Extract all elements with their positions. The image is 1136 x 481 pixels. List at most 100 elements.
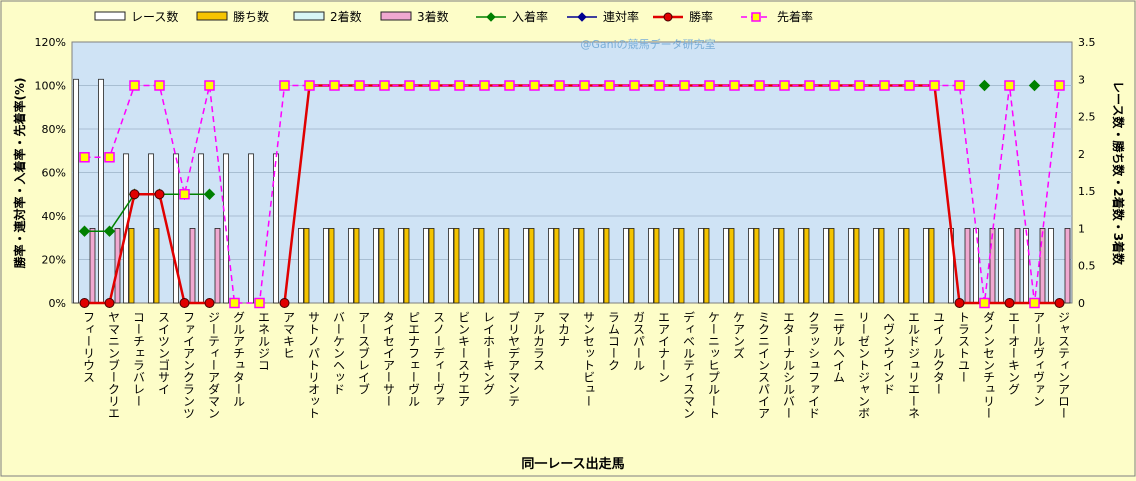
bar-レース数 (823, 228, 829, 304)
point-勝率 (1054, 298, 1065, 308)
bar-レース数 (148, 153, 154, 304)
point-先着率 (804, 80, 815, 91)
bar-勝ち数 (328, 228, 335, 304)
point-入着率 (78, 225, 91, 237)
point-先着率 (79, 152, 90, 163)
legend-marker-先着率 (751, 12, 761, 22)
bar-レース数 (423, 228, 429, 304)
point-先着率 (154, 80, 165, 91)
left-tick-label: 80% (42, 123, 66, 136)
point-先着率 (679, 80, 690, 91)
x-tick-label: アールヴィヴァン (1032, 311, 1046, 407)
point-勝率 (954, 298, 965, 308)
bar-勝ち数 (728, 228, 735, 304)
point-先着率 (229, 297, 240, 309)
bar-勝ち数 (378, 228, 385, 304)
legend-label: 入着率 (512, 9, 548, 24)
bar-勝ち数 (128, 228, 135, 304)
x-axis-title: 同一レース出走馬 (521, 456, 624, 472)
point-先着率 (704, 80, 715, 91)
x-tick-label: ガスパール (632, 311, 646, 371)
x-tick-label: スノーディーヴァ (432, 311, 446, 407)
point-入着率 (203, 188, 216, 200)
point-先着率 (479, 80, 490, 91)
x-tick-label: エネルジコ (257, 311, 271, 371)
point-先着率 (204, 80, 215, 91)
right-axis-label: レース数・勝ち数・2着数・3着数 (1111, 81, 1126, 266)
lines (78, 79, 1065, 309)
x-tick-label: ビンキースウエア (457, 311, 471, 407)
point-先着率 (779, 80, 790, 91)
point-勝率 (129, 189, 140, 200)
legend-swatch-勝ち数 (196, 11, 228, 21)
point-先着率 (279, 80, 290, 91)
x-tick-label: グルアチュタール (232, 311, 246, 407)
bar-勝ち数 (828, 228, 835, 304)
x-tick-label: コーチェラバレー (132, 311, 146, 407)
x-tick-label: ヘヴンウインド (882, 311, 896, 395)
watermark: @Ganiの競馬データ研究室 (580, 37, 715, 51)
bar-勝ち数 (878, 228, 885, 304)
bar-勝ち数 (928, 228, 935, 304)
point-先着率 (579, 80, 590, 91)
point-先着率 (879, 80, 890, 91)
x-tick-label: サトノパトリオット (307, 311, 321, 419)
left-tick-label: 100% (35, 80, 66, 93)
x-tick-label: ニザルヘイム (832, 311, 846, 383)
point-先着率 (104, 152, 115, 163)
bar-レース数 (773, 228, 779, 304)
bar-勝ち数 (603, 228, 610, 304)
legend-marker-勝率 (663, 12, 673, 22)
x-tick-label: アルカラス (532, 311, 546, 371)
bar-レース数 (548, 228, 554, 304)
bar-3着数 (89, 228, 96, 304)
x-tick-label: エルドジュリエーネ (907, 311, 921, 419)
bar-レース数 (698, 228, 704, 304)
bar-勝ち数 (778, 228, 785, 304)
point-入着率 (1028, 79, 1041, 92)
bar-レース数 (398, 228, 404, 304)
legend-label: 2着数 (330, 9, 362, 24)
point-勝率 (279, 298, 290, 308)
bar-レース数 (98, 78, 104, 304)
right-tick-label: 3 (1078, 73, 1085, 86)
point-勝率 (154, 189, 165, 200)
point-先着率 (404, 80, 415, 91)
x-tick-label: ファイアンクランツ (182, 311, 196, 419)
bar-勝ち数 (753, 228, 760, 304)
legend-swatch-2着数 (293, 11, 325, 21)
right-tick-label: 2.5 (1078, 111, 1096, 124)
right-tick-label: 2 (1078, 148, 1085, 161)
point-先着率 (304, 80, 315, 91)
x-tick-label: マカナ (557, 311, 571, 347)
point-先着率 (1029, 297, 1040, 309)
legend-label: レース数 (131, 9, 178, 24)
x-tick-label: レイホーキング (482, 311, 496, 395)
bar-勝ち数 (578, 228, 585, 304)
x-tick-label: ダノンセンチュリー (982, 311, 996, 419)
x-tick-label: バーケンヘッド (332, 311, 346, 395)
point-先着率 (929, 80, 940, 91)
bar-レース数 (898, 228, 904, 304)
bar-レース数 (798, 228, 804, 304)
bar-勝ち数 (503, 228, 510, 304)
point-勝率 (1004, 298, 1015, 308)
bar-勝ち数 (703, 228, 710, 304)
bar-レース数 (198, 153, 204, 304)
left-tick-label: 20% (42, 254, 66, 267)
bar-レース数 (998, 228, 1004, 304)
point-先着率 (179, 189, 190, 200)
bar-勝ち数 (478, 228, 485, 304)
bar-レース数 (348, 228, 354, 304)
point-先着率 (129, 80, 140, 91)
bar-勝ち数 (903, 228, 910, 304)
right-tick-label: 1.5 (1078, 185, 1096, 198)
point-先着率 (729, 80, 740, 91)
point-先着率 (429, 80, 440, 91)
bar-レース数 (848, 228, 854, 304)
bar-レース数 (473, 228, 479, 304)
left-tick-label: 60% (42, 167, 66, 180)
x-tick-label: リーゼントジャンボ (857, 311, 871, 419)
point-先着率 (504, 80, 515, 91)
